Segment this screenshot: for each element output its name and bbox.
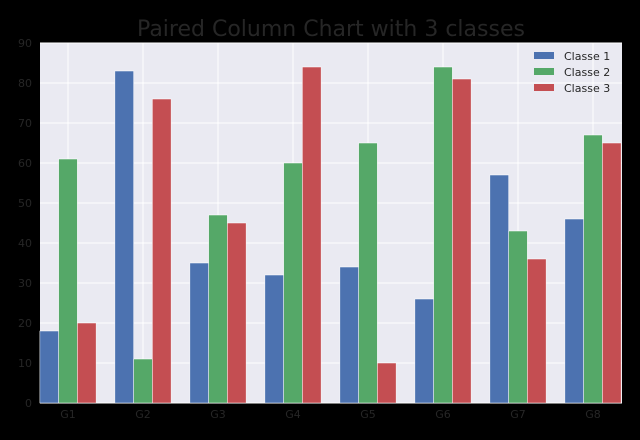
bar-classe-3-g1	[77, 322, 97, 404]
bar-classe-2-g6	[433, 66, 453, 404]
bar-classe-1-g8	[564, 218, 584, 404]
bar-classe-2-g5	[358, 142, 378, 404]
bar-classe-2-g1	[58, 158, 78, 404]
bar-classe-3-g3	[227, 222, 247, 404]
bars	[39, 66, 622, 404]
x-axis-ticks: G1 G2 G3 G4 G5 G6 G7 G8	[60, 408, 601, 421]
y-tick-label: 0	[25, 397, 32, 410]
x-tick-label: G2	[135, 408, 151, 421]
bar-classe-2-g7	[508, 230, 528, 404]
y-axis-ticks: 0 10 20 30 40 50 60 70 80 90	[18, 37, 32, 410]
y-tick-label: 30	[18, 277, 32, 290]
bar-classe-1-g3	[189, 262, 209, 404]
y-tick-label: 60	[18, 157, 32, 170]
bar-classe-1-g5	[339, 266, 359, 404]
legend-swatch	[534, 52, 554, 59]
x-tick-label: G3	[210, 408, 226, 421]
y-tick-label: 50	[18, 197, 32, 210]
legend-swatch	[534, 68, 554, 75]
x-tick-label: G1	[60, 408, 76, 421]
bar-classe-1-g2	[114, 70, 134, 404]
x-tick-label: G6	[435, 408, 451, 421]
x-tick-label: G8	[585, 408, 601, 421]
bar-classe-1-g1	[39, 330, 59, 404]
legend: Classe 1 Classe 2 Classe 3	[534, 50, 610, 95]
legend-label: Classe 3	[564, 82, 610, 95]
chart-title: Paired Column Chart with 3 classes	[137, 17, 525, 42]
bar-classe-1-g6	[414, 298, 434, 404]
x-tick-label: G7	[510, 408, 526, 421]
bar-classe-2-g4	[283, 162, 303, 404]
y-tick-label: 70	[18, 117, 32, 130]
bar-classe-2-g8	[583, 134, 603, 404]
x-tick-label: G5	[360, 408, 376, 421]
legend-label: Classe 2	[564, 66, 610, 79]
legend-swatch	[534, 84, 554, 91]
bar-classe-3-g5	[377, 362, 397, 404]
bar-classe-2-g3	[208, 214, 228, 404]
bar-classe-3-g8	[602, 142, 622, 404]
bar-classe-3-g6	[452, 78, 472, 404]
x-tick-label: G4	[285, 408, 301, 421]
y-tick-label: 90	[18, 37, 32, 50]
y-tick-label: 40	[18, 237, 32, 250]
y-tick-label: 10	[18, 357, 32, 370]
y-tick-label: 20	[18, 317, 32, 330]
bar-classe-3-g7	[527, 258, 547, 404]
y-tick-label: 80	[18, 77, 32, 90]
bar-classe-3-g2	[152, 98, 172, 404]
bar-classe-3-g4	[302, 66, 322, 404]
legend-label: Classe 1	[564, 50, 610, 63]
bar-classe-1-g7	[489, 174, 509, 404]
bar-classe-2-g2	[133, 358, 153, 404]
bar-classe-1-g4	[264, 274, 284, 404]
